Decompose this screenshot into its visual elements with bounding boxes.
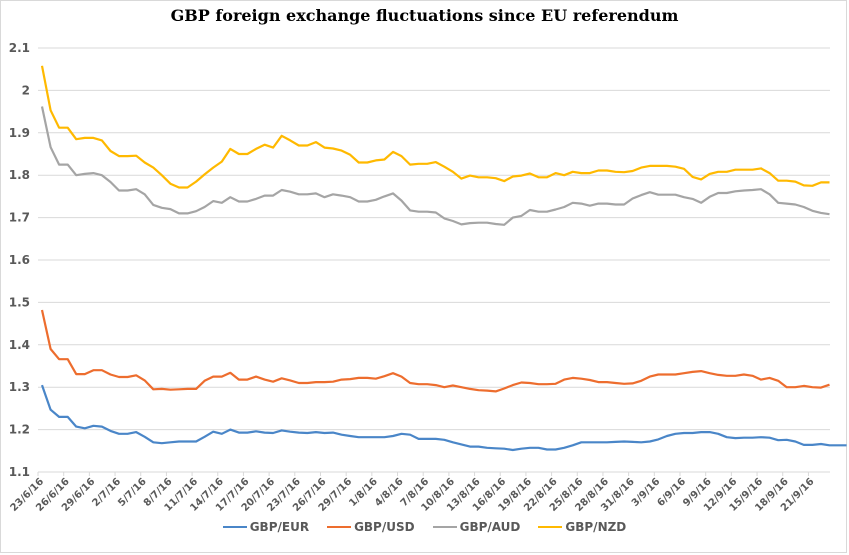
y-axis: 1.1 1.2 1.3 1.4 1.5 1.6 1.7 1.8 1.9 2 2.1 (9, 41, 30, 479)
series-lines (40, 65, 847, 452)
legend-item-gbp-nzd: GBP/NZD (538, 520, 626, 534)
y-tick-label: 1.3 (9, 380, 30, 394)
legend-item-gbp-usd: GBP/USD (327, 520, 415, 534)
legend-item-gbp-eur: GBP/EUR (222, 520, 310, 534)
series-line-gbp-eur (40, 384, 847, 452)
series-line-gbp-aud (40, 106, 830, 226)
series-line-gbp-usd (40, 309, 830, 393)
y-tick-label: 1.9 (9, 126, 30, 140)
y-tick-label: 1.8 (9, 168, 30, 182)
legend-swatch (432, 526, 457, 528)
y-tick-label: 1.2 (9, 423, 30, 437)
chart-title: GBP foreign exchange fluctuations since … (170, 6, 679, 25)
y-tick-label: 1.5 (9, 295, 30, 309)
legend-label: GBP/USD (354, 520, 415, 534)
legend-swatch (538, 526, 563, 528)
legend-label: GBP/EUR (249, 520, 310, 534)
y-tick-label: 1.6 (9, 253, 30, 267)
y-tick-label: 1.7 (9, 211, 30, 225)
y-tick-label: 2 (22, 83, 30, 97)
gridlines (38, 47, 830, 473)
legend-swatch (222, 526, 247, 528)
y-tick-label: 1.4 (9, 338, 30, 352)
legend-swatch (327, 526, 352, 528)
y-tick-label: 1.1 (9, 465, 30, 479)
chart-legend: GBP/EUR GBP/USD GBP/AUD GBP/NZD (0, 520, 849, 534)
series-line-gbp-nzd (40, 65, 830, 189)
legend-item-gbp-aud: GBP/AUD (432, 520, 521, 534)
legend-label: GBP/AUD (459, 520, 521, 534)
y-tick-label: 2.1 (9, 41, 30, 55)
x-axis: 23/6/1626/6/1629/6/162/7/165/7/168/7/161… (9, 472, 817, 514)
legend-label: GBP/NZD (565, 520, 627, 534)
